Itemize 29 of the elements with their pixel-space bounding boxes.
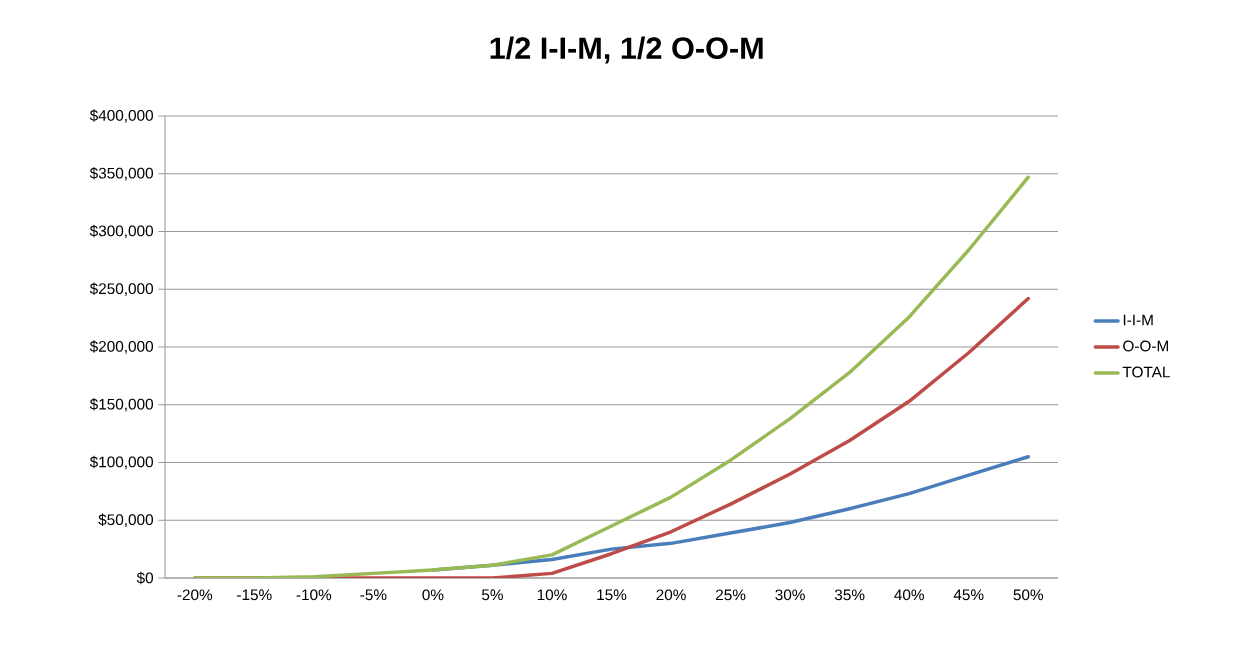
- x-tick-label: 10%: [537, 589, 567, 601]
- x-tick-label: 0%: [422, 589, 444, 601]
- y-tick-label: $0: [136, 571, 154, 585]
- legend-label: TOTAL: [1122, 366, 1170, 378]
- x-tick-label: 35%: [834, 589, 865, 601]
- y-tick-label: $250,000: [89, 282, 154, 296]
- y-tick-label: $200,000: [89, 340, 154, 354]
- y-tick-label: $300,000: [89, 224, 154, 239]
- legend-label: I-I-M: [1123, 314, 1153, 326]
- y-tick-label: $100,000: [89, 455, 154, 470]
- x-tick-label: -20%: [177, 589, 213, 601]
- x-tick-label: 50%: [1013, 589, 1044, 601]
- x-tick-label: -10%: [296, 589, 332, 601]
- legend-label: O-O-M: [1123, 340, 1168, 352]
- x-tick-label: -5%: [360, 589, 387, 601]
- y-tick-label: $150,000: [89, 398, 154, 412]
- y-tick-label: $350,000: [89, 167, 154, 181]
- x-tick-label: 25%: [716, 589, 746, 601]
- y-tick-label: $50,000: [98, 513, 154, 527]
- x-tick-label: 45%: [953, 589, 984, 601]
- x-tick-label: -15%: [237, 589, 272, 601]
- x-tick-label: 5%: [481, 589, 503, 601]
- y-tick-label: $400,000: [89, 109, 154, 123]
- chart-title: 1/2 I-I-M, 1/2 O-O-M: [490, 36, 763, 64]
- x-tick-label: 20%: [656, 589, 686, 601]
- line-series: [193, 175, 1030, 578]
- x-tick-label: 15%: [597, 589, 627, 601]
- x-tick-label: 30%: [775, 589, 805, 601]
- x-tick-label: 40%: [894, 589, 924, 601]
